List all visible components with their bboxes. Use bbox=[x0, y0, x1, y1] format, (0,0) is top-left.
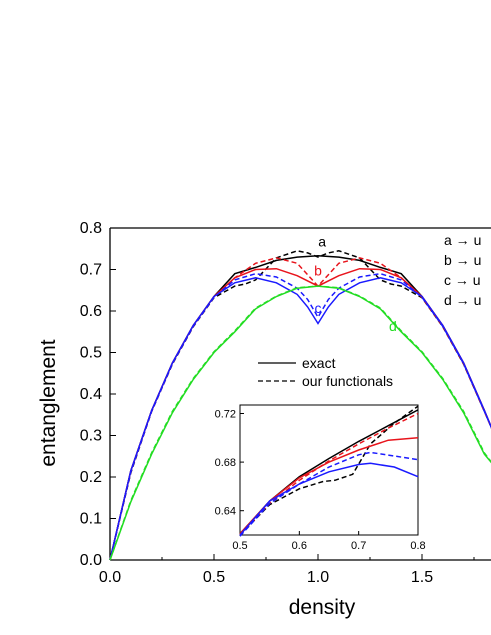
x-tick-label: 1.5 bbox=[411, 569, 433, 586]
inset-series-c-dashed bbox=[239, 451, 419, 537]
inset-x-tick-label: 0.7 bbox=[351, 540, 366, 552]
inset-y-tick-label: 0.72 bbox=[215, 409, 236, 421]
curve-label-c: c bbox=[315, 300, 322, 316]
inset-series-c-solid bbox=[239, 462, 419, 536]
inset-x-tick-label: 0.8 bbox=[410, 540, 425, 552]
curve-label-b: b bbox=[314, 263, 322, 279]
inset-plot: 0.5 0.6 0.7 0.8 0.64 0.68 0.72 bbox=[215, 404, 426, 552]
x-tick-label: 1.0 bbox=[307, 569, 329, 586]
x-axis-title: density bbox=[289, 596, 356, 619]
y-tick-label: 0.5 bbox=[80, 345, 102, 362]
inset-series bbox=[239, 405, 419, 537]
y-tick-label: 0.4 bbox=[80, 386, 102, 403]
key-label-b: b → u bbox=[444, 252, 481, 268]
key-label-c: c → u bbox=[444, 272, 481, 288]
legend-dashed-label: our functionals bbox=[302, 373, 393, 389]
key-label-a: a → u bbox=[444, 232, 481, 248]
plot-area: 0.0 0.5 1.0 1.50.00.10.20.30.40.50.60.70.8 … bbox=[80, 220, 491, 586]
curve-label-a: a bbox=[318, 234, 326, 250]
series-d-solid bbox=[109, 285, 491, 561]
legend-solid-label: exact bbox=[302, 355, 336, 371]
curve-label-d: d bbox=[389, 318, 397, 334]
key-label-d: d → u bbox=[444, 292, 481, 308]
inset-ticks: 0.5 0.6 0.7 0.8 0.64 0.68 0.72 bbox=[215, 409, 426, 552]
inset-x-tick-label: 0.6 bbox=[292, 540, 307, 552]
y-tick-label: 0.3 bbox=[80, 428, 102, 445]
inset-y-tick-label: 0.68 bbox=[215, 457, 236, 469]
y-tick-label: 0.2 bbox=[80, 469, 102, 486]
key-list: a → u b → u c → u d → u bbox=[444, 232, 481, 308]
legend: exact our functionals bbox=[258, 355, 393, 389]
y-tick-label: 0.7 bbox=[80, 262, 102, 279]
main-series bbox=[109, 250, 491, 561]
inset-x-tick-label: 0.5 bbox=[232, 540, 247, 552]
inset-background bbox=[239, 404, 419, 536]
x-tick-label: 0.5 bbox=[203, 569, 225, 586]
inset-y-tick-label: 0.64 bbox=[215, 506, 236, 518]
main-ticks: 0.0 0.5 1.0 1.5 0.0 0.1 0.2 0.3 0.4 0.5 0.6 0.7 0.8 bbox=[80, 220, 475, 586]
inset-series-a-dashed bbox=[239, 405, 419, 536]
y-tick-label: 0.6 bbox=[80, 303, 102, 320]
y-tick-label: 0.1 bbox=[80, 511, 102, 528]
curve-labels: ab c d bbox=[314, 234, 397, 334]
y-tick-label: 0.0 bbox=[80, 552, 102, 569]
y-tick-label: 0.8 bbox=[80, 220, 102, 237]
series-c-dashed bbox=[109, 272, 491, 561]
y-axis-title: entanglement bbox=[37, 339, 60, 466]
x-tick-label: 0.0 bbox=[99, 569, 121, 586]
